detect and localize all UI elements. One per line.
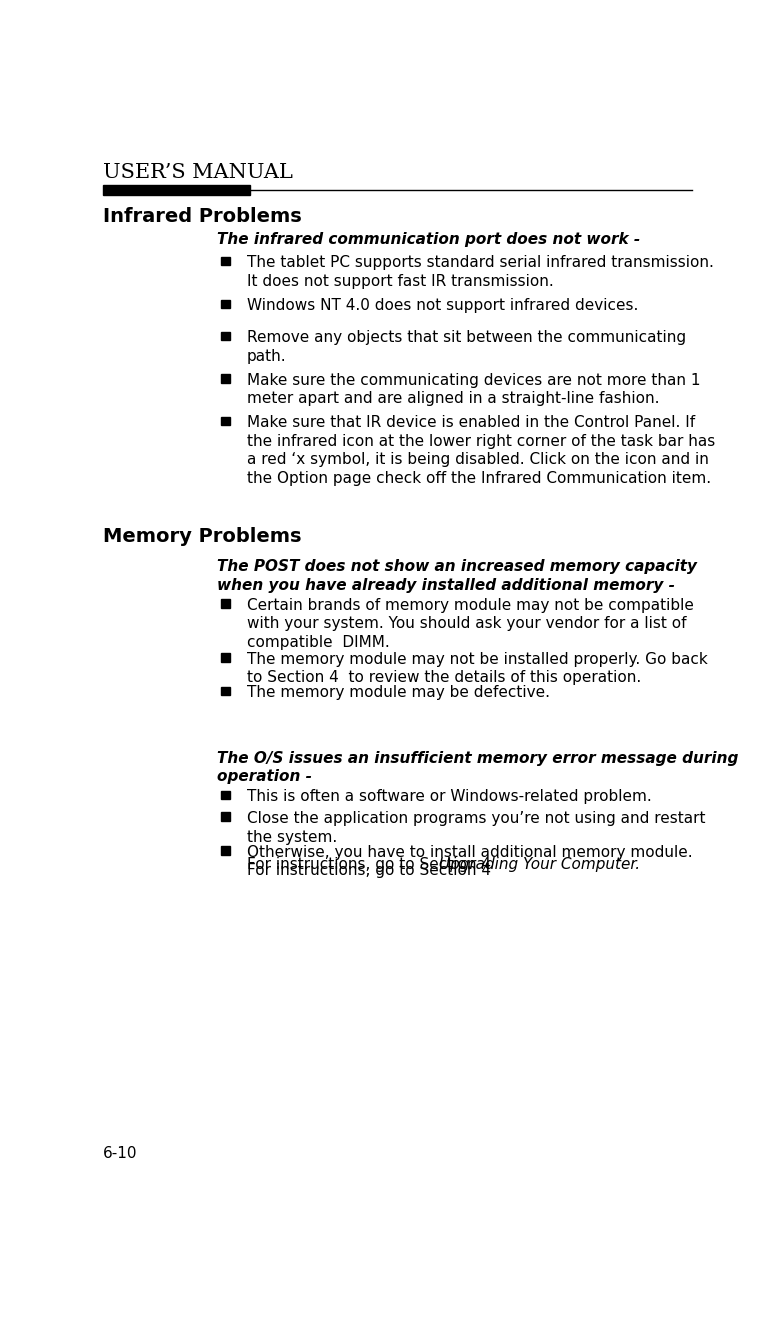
- Text: The memory module may be defective.: The memory module may be defective.: [247, 685, 549, 700]
- Text: The POST does not show an increased memory capacity
when you have already instal: The POST does not show an increased memo…: [217, 560, 697, 593]
- Text: The tablet PC supports standard serial infrared transmission.
It does not suppor: The tablet PC supports standard serial i…: [247, 255, 713, 288]
- Bar: [221, 599, 230, 607]
- Text: Close the application programs you’re not using and restart
the system.: Close the application programs you’re no…: [247, 811, 705, 844]
- Text: This is often a software or Windows-related problem.: This is often a software or Windows-rela…: [247, 790, 651, 804]
- Text: USER’S MANUAL: USER’S MANUAL: [103, 163, 293, 181]
- Bar: [221, 417, 230, 425]
- Text: The infrared communication port does not work -: The infrared communication port does not…: [217, 232, 640, 247]
- Bar: [221, 374, 230, 382]
- Bar: [221, 332, 230, 340]
- Bar: [221, 687, 230, 696]
- Text: The O/S issues an insufficient memory error message during
operation -: The O/S issues an insufficient memory er…: [217, 751, 739, 785]
- Bar: [221, 812, 230, 822]
- Bar: [221, 654, 230, 662]
- Text: Remove any objects that sit between the communicating
path.: Remove any objects that sit between the …: [247, 331, 686, 364]
- Text: 6-10: 6-10: [103, 1146, 137, 1160]
- Text: Infrared Problems: Infrared Problems: [103, 206, 302, 225]
- Text: Otherwise, you have to install additional memory module.
For instructions, go to: Otherwise, you have to install additiona…: [247, 845, 692, 878]
- Bar: [221, 791, 230, 799]
- Text: Windows NT 4.0 does not support infrared devices.: Windows NT 4.0 does not support infrared…: [247, 298, 638, 314]
- Text: Make sure the communicating devices are not more than 1
meter apart and are alig: Make sure the communicating devices are …: [247, 373, 700, 406]
- Bar: [221, 300, 230, 308]
- Text: Memory Problems: Memory Problems: [103, 527, 302, 546]
- Bar: [221, 257, 230, 265]
- Text: Make sure that IR device is enabled in the Control Panel. If
the infrared icon a: Make sure that IR device is enabled in t…: [247, 415, 715, 486]
- Bar: [103, 185, 251, 194]
- Text: For instructions, go to Section 4: For instructions, go to Section 4: [247, 857, 495, 872]
- Text: Certain brands of memory module may not be compatible
with your system. You shou: Certain brands of memory module may not …: [247, 598, 694, 650]
- Text: Upgrading Your Computer.: Upgrading Your Computer.: [438, 857, 640, 872]
- Text: The memory module may not be installed properly. Go back
to Section 4  to review: The memory module may not be installed p…: [247, 651, 708, 685]
- Bar: [221, 847, 230, 855]
